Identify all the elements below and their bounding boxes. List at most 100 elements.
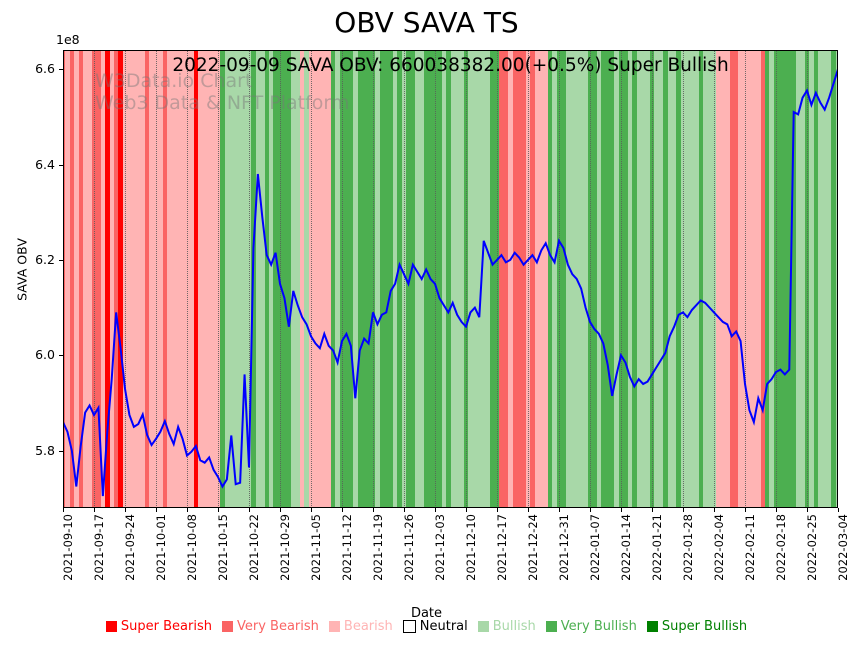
sentiment-band: [69, 50, 75, 508]
x-tick-mark: [745, 508, 746, 512]
sentiment-band: [105, 50, 111, 508]
legend-swatch-icon: [477, 621, 489, 632]
obv-line-series: [63, 50, 838, 508]
sentiment-band: [348, 50, 354, 508]
x-tick-label: 2021-12-03: [433, 514, 447, 581]
y-tick-label: 6.6: [35, 61, 55, 77]
legend-item[interactable]: Bullish: [477, 619, 536, 634]
sentiment-band: [481, 50, 487, 508]
sentiment-band: [499, 50, 505, 508]
sentiment-band: [552, 50, 558, 508]
sentiment-band: [791, 50, 797, 508]
sentiment-band: [74, 50, 80, 508]
sentiment-band: [175, 50, 181, 508]
x-tick-mark: [838, 508, 839, 512]
sentiment-band: [366, 50, 372, 508]
sentiment-band: [136, 50, 142, 508]
legend-swatch-icon: [222, 621, 233, 632]
x-tick-mark: [311, 508, 312, 512]
legend-item[interactable]: Super Bullish: [646, 619, 747, 634]
x-tick-label: 2021-11-26: [402, 514, 416, 581]
sentiment-band: [756, 50, 762, 508]
sentiment-band: [747, 50, 753, 508]
gridline: [683, 50, 685, 508]
sentiment-band: [96, 50, 102, 508]
sentiment-band: [534, 50, 540, 508]
sentiment-band: [778, 50, 784, 508]
x-tick-mark: [404, 508, 405, 512]
sentiment-band: [206, 50, 212, 508]
gridline: [156, 50, 158, 508]
legend-item[interactable]: Super Bearish: [105, 619, 212, 634]
x-tick-mark: [63, 508, 64, 512]
y-axis-exponent: 1e8: [56, 32, 80, 47]
gridline: [621, 50, 623, 508]
sentiment-band: [667, 50, 673, 508]
sentiment-band: [547, 50, 553, 508]
gridline: [497, 50, 499, 508]
sentiment-band: [632, 50, 638, 508]
sentiment-band: [113, 50, 119, 508]
sentiment-band: [171, 50, 177, 508]
sentiment-band: [685, 50, 691, 508]
x-tick-label: 2021-12-24: [526, 514, 540, 581]
sentiment-band: [273, 50, 279, 508]
sentiment-band: [561, 50, 567, 508]
sentiment-band: [738, 50, 744, 508]
sentiment-band: [694, 50, 700, 508]
sentiment-band: [446, 50, 452, 508]
sentiment-band: [477, 50, 483, 508]
x-tick-label: 2022-02-25: [805, 514, 819, 581]
gridline: [94, 50, 96, 508]
gridline: [714, 50, 716, 508]
legend-item[interactable]: Neutral: [402, 619, 468, 634]
sentiment-band: [818, 50, 824, 508]
x-tick-label: 2022-02-11: [743, 514, 757, 581]
sentiment-band: [162, 50, 168, 508]
x-tick-mark: [218, 508, 219, 512]
sentiment-band: [224, 50, 230, 508]
sentiment-band: [503, 50, 509, 508]
legend-label: Very Bearish: [237, 619, 319, 634]
legend-item[interactable]: Very Bearish: [222, 619, 319, 634]
sentiment-band: [609, 50, 615, 508]
legend-label: Neutral: [419, 619, 468, 634]
sentiment-band: [835, 50, 838, 508]
gridline: [311, 50, 313, 508]
x-tick-mark: [435, 508, 436, 512]
sentiment-band: [127, 50, 133, 508]
sentiment-band: [357, 50, 363, 508]
x-tick-label: 2022-01-28: [681, 514, 695, 581]
x-tick-mark: [373, 508, 374, 512]
sentiment-band: [237, 50, 243, 508]
y-tick-mark: [59, 69, 63, 71]
sentiment-band: [663, 50, 669, 508]
legend-item[interactable]: Bearish: [328, 619, 393, 634]
legend-swatch-icon: [545, 621, 557, 632]
sentiment-band: [242, 50, 248, 508]
sentiment-band: [100, 50, 106, 508]
sentiment-band: [388, 50, 394, 508]
sentiment-band: [654, 50, 660, 508]
sentiment-band: [313, 50, 319, 508]
sentiment-band: [543, 50, 549, 508]
sentiment-band: [795, 50, 801, 508]
legend-label: Bullish: [492, 619, 536, 634]
sentiment-band: [592, 50, 598, 508]
legend-label: Bearish: [343, 619, 393, 634]
sentiment-band: [601, 50, 607, 508]
sentiment-band: [583, 50, 589, 508]
sentiment-band: [437, 50, 443, 508]
sentiment-band: [472, 50, 478, 508]
x-tick-mark: [807, 508, 808, 512]
sentiment-band: [490, 50, 496, 508]
sentiment-band: [689, 50, 695, 508]
x-tick-mark: [590, 508, 591, 512]
legend-item[interactable]: Very Bullish: [545, 619, 637, 634]
sentiment-band: [760, 50, 766, 508]
x-tick-mark: [559, 508, 560, 512]
sentiment-band: [291, 50, 297, 508]
obv-line: [63, 69, 838, 496]
sentiment-band: [264, 50, 270, 508]
x-tick-label: 2021-12-17: [495, 514, 509, 581]
